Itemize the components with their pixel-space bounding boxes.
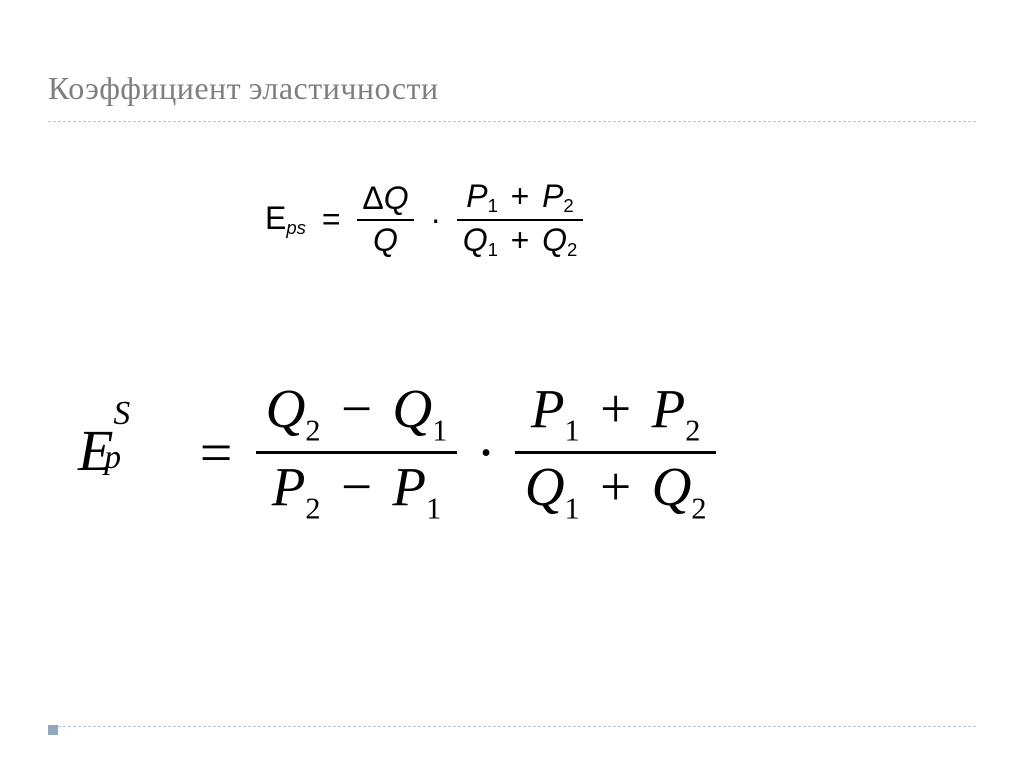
eq2-frac1-num: Q2 − Q1 bbox=[256, 380, 458, 447]
eq1-dot: · bbox=[419, 201, 452, 238]
eq2-Q1d: Q bbox=[525, 456, 565, 517]
footer-underline bbox=[48, 726, 976, 727]
eq2-plus-den: + bbox=[593, 456, 637, 517]
footer-rule-wrap bbox=[48, 726, 976, 727]
eq1-frac2-den: Q1 + Q2 bbox=[457, 224, 583, 260]
eq2-frac2-num: P1 + P2 bbox=[521, 380, 710, 447]
eq2-dot: · bbox=[466, 419, 506, 486]
eq1-Q2-sub: 2 bbox=[567, 239, 577, 260]
eq1-delta: Δ bbox=[362, 180, 383, 216]
eq2-frac1-bar bbox=[256, 451, 458, 454]
footer-bullet-icon bbox=[48, 725, 58, 735]
eq1-Q-den: Q bbox=[373, 222, 398, 258]
equation-1: Eps = ΔQ Q · P1 + P2 bbox=[265, 180, 583, 259]
eq2-P2n: P bbox=[652, 378, 686, 439]
eq2-Q2d: Q bbox=[652, 456, 692, 517]
eq2-frac1-den: P2 − P1 bbox=[262, 458, 451, 525]
slide: Коэффициент эластичности Eps = ΔQ Q · bbox=[0, 0, 1024, 767]
eq1-frac1-bar bbox=[357, 219, 415, 221]
eq1-Q2: Q bbox=[542, 222, 567, 258]
equation-2: E p S = Q2 − Q1 P2 − P1 · bbox=[78, 380, 716, 526]
eq2-P1d-sub: 1 bbox=[426, 492, 441, 526]
title-underline bbox=[48, 121, 976, 122]
eq2-Q1n-sub: 1 bbox=[432, 414, 447, 448]
eq1-P2-sub: 2 bbox=[563, 195, 573, 216]
eq2-frac2-bar bbox=[515, 451, 717, 454]
eq2-sup-S: S bbox=[113, 395, 130, 433]
eq2-Q1d-sub: 1 bbox=[565, 492, 580, 526]
eq2-Q1n: Q bbox=[392, 378, 432, 439]
eq1-frac2-num: P1 + P2 bbox=[461, 180, 580, 216]
eq1-Q1: Q bbox=[463, 222, 488, 258]
title-area: Коэффициент эластичности bbox=[48, 70, 976, 122]
eq1-frac1: ΔQ Q bbox=[357, 182, 415, 257]
eq2-Q2n-sub: 2 bbox=[305, 414, 320, 448]
eq2-frac1: Q2 − Q1 P2 − P1 bbox=[256, 380, 458, 526]
eq1-Q-num: Q bbox=[384, 180, 409, 216]
eq2-P1n: P bbox=[531, 378, 565, 439]
eq2-P1d: P bbox=[392, 456, 426, 517]
eq1-P2: P bbox=[542, 178, 563, 214]
eq1-E: E bbox=[265, 200, 286, 236]
eq2-P2d-sub: 2 bbox=[305, 492, 320, 526]
eq1-plus-den: + bbox=[507, 222, 533, 258]
content-area: Eps = ΔQ Q · P1 + P2 bbox=[0, 150, 1024, 687]
eq2-lhs: E p S bbox=[78, 407, 177, 500]
eq2-minus-den: − bbox=[334, 456, 378, 517]
eq2-P2n-sub: 2 bbox=[685, 414, 700, 448]
eq2-Q2n: Q bbox=[266, 378, 306, 439]
eq1-frac1-num: ΔQ bbox=[357, 182, 415, 216]
eq2-frac2-den: Q1 + Q2 bbox=[515, 458, 717, 525]
eq1-P1-sub: 1 bbox=[488, 195, 498, 216]
eq2-plus-num: + bbox=[593, 378, 637, 439]
eq2-minus-num: − bbox=[334, 378, 378, 439]
eq1-P1: P bbox=[466, 178, 487, 214]
eq1-frac2: P1 + P2 Q1 + Q2 bbox=[457, 180, 583, 259]
eq1-plus-num: + bbox=[507, 178, 533, 214]
eq1-Q1-sub: 1 bbox=[488, 239, 498, 260]
eq2-equals: = bbox=[185, 419, 247, 486]
eq2-sub-p: p bbox=[104, 439, 121, 477]
eq2-Q2d-sub: 2 bbox=[691, 492, 706, 526]
eq2-P2d: P bbox=[272, 456, 306, 517]
slide-title: Коэффициент эластичности bbox=[48, 70, 976, 107]
eq1-lhs: Eps bbox=[265, 200, 306, 239]
eq1-equals: = bbox=[311, 201, 352, 238]
eq1-frac1-den: Q bbox=[367, 224, 403, 258]
eq1-frac2-bar bbox=[457, 219, 583, 221]
eq2-frac2: P1 + P2 Q1 + Q2 bbox=[515, 380, 717, 526]
eq2-P1n-sub: 1 bbox=[565, 414, 580, 448]
eq1-sub-ps: ps bbox=[286, 217, 306, 238]
